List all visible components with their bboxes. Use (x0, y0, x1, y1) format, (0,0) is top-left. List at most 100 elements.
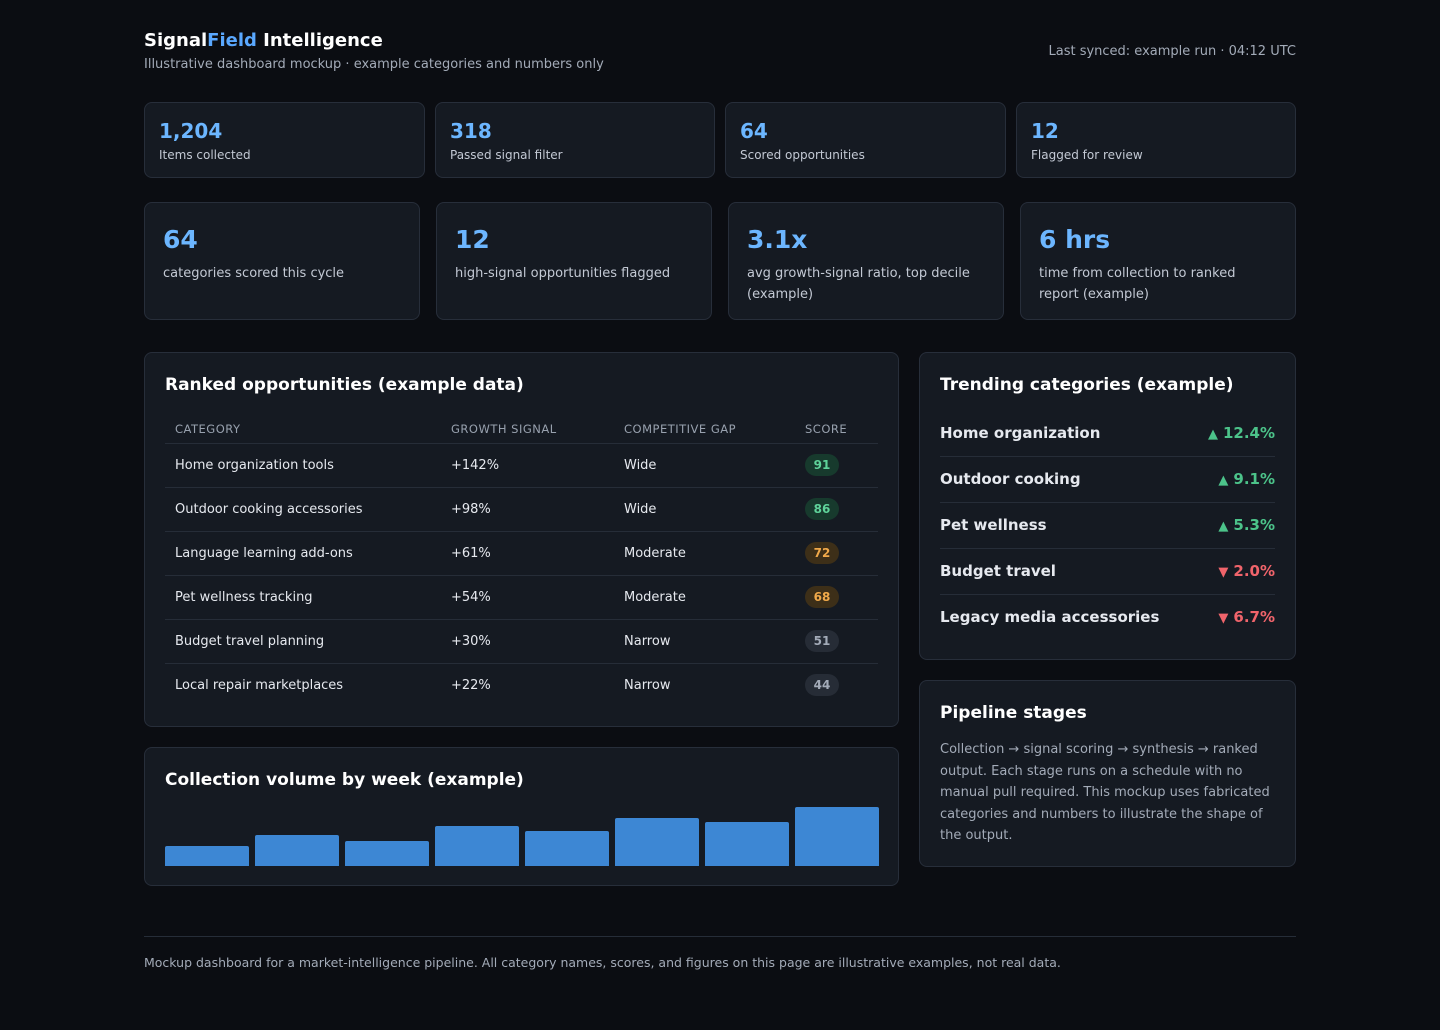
page-subtitle: Illustrative dashboard mockup · example … (144, 57, 604, 72)
score-badge: 86 (805, 498, 839, 520)
highlight-card-categories-scored: 64 categories scored this cycle (144, 202, 420, 320)
stat-value: 1,204 (159, 119, 223, 143)
cell-growth-signal: +22% (451, 677, 491, 693)
trending-item[interactable]: Home organization ▲ 12.4% (940, 411, 1275, 457)
trending-item[interactable]: Pet wellness ▲ 5.3% (940, 503, 1275, 549)
highlight-card-report-time: 6 hrs time from collection to ranked rep… (1020, 202, 1296, 320)
column-header-category[interactable]: CATEGORY (165, 415, 441, 444)
brand-part-signal: Signal (144, 30, 208, 51)
highlight-label: avg growth-signal ratio, top decile (exa… (747, 266, 970, 302)
cell-growth-signal: +54% (441, 575, 614, 620)
trend-down-icon: ▼ (1218, 611, 1229, 626)
stat-label: Items collected (159, 148, 251, 162)
table-row[interactable]: Home organization tools +142% Wide 91 (165, 443, 878, 488)
highlight-value: 12 (455, 225, 490, 254)
highlight-label: categories scored this cycle (163, 266, 345, 281)
cell-category: Pet wellness tracking (165, 575, 441, 620)
stat-value: 64 (740, 119, 768, 143)
collection-volume-chart (165, 802, 879, 866)
volume-bar (795, 807, 879, 866)
table-header-row: CATEGORY GROWTH SIGNAL COMPETITIVE GAP S… (165, 415, 878, 444)
trending-change-value: 12.4% (1222, 424, 1275, 442)
cell-competitive-gap: Wide (614, 443, 795, 488)
trend-up-icon: ▲ (1218, 473, 1229, 488)
trend-down-icon: ▼ (1218, 565, 1229, 580)
column-header-competitive-gap[interactable]: COMPETITIVE GAP (614, 415, 795, 444)
table-row[interactable]: Budget travel planning +30% Narrow 51 (165, 619, 878, 664)
stat-card-passed-filter: 318 Passed signal filter (435, 102, 715, 178)
cell-score: 68 (795, 575, 878, 620)
pipeline-stages-title: Pipeline stages (940, 703, 1087, 723)
ranked-opportunities-table: CATEGORY GROWTH SIGNAL COMPETITIVE GAP S… (165, 415, 878, 707)
collection-volume-title: Collection volume by week (example) (165, 770, 524, 790)
trending-change-value: 9.1% (1233, 470, 1275, 488)
cell-growth-signal: +142% (441, 443, 614, 488)
stat-label: Flagged for review (1031, 148, 1143, 162)
ranked-opportunities-panel: Ranked opportunities (example data) CATE… (144, 352, 899, 727)
cell-growth-signal: +61% (441, 531, 614, 576)
trending-item-change: ▼ 6.7% (1218, 608, 1275, 626)
highlight-card-growth-ratio: 3.1x avg growth-signal ratio, top decile… (728, 202, 1004, 320)
cell-category: Outdoor cooking accessories (165, 487, 441, 532)
trending-item[interactable]: Outdoor cooking ▲ 9.1% (940, 457, 1275, 503)
pipeline-description: Collection → signal scoring → synthesis … (940, 742, 1270, 843)
stat-card-flagged-review: 12 Flagged for review (1016, 102, 1296, 178)
cell-category: Language learning add-ons (165, 531, 441, 576)
trending-categories-panel: Trending categories (example) Home organ… (919, 352, 1296, 660)
highlight-value: 64 (163, 225, 198, 254)
trend-up-icon: ▲ (1207, 427, 1218, 442)
brand-part-field: Field (207, 30, 257, 51)
trending-change-value: 5.3% (1233, 516, 1275, 534)
trending-item[interactable]: Budget travel ▼ 2.0% (940, 549, 1275, 595)
volume-bar (255, 835, 339, 866)
brand-title: SignalField Intelligence (144, 30, 383, 51)
table-row[interactable]: Pet wellness tracking +54% Moderate 68 (165, 575, 878, 620)
column-header-score[interactable]: SCORE (795, 415, 878, 444)
stat-label: Scored opportunities (740, 148, 865, 162)
trending-change-value: 6.7% (1233, 608, 1275, 626)
table-row[interactable]: Language learning add-ons +61% Moderate 72 (165, 531, 878, 576)
stat-label: Passed signal filter (450, 148, 563, 162)
highlight-label: high-signal opportunities flagged (455, 266, 671, 281)
trending-list: Home organization ▲ 12.4% Outdoor cooking ▲ 9… (940, 411, 1275, 641)
stat-card-items-collected: 1,204 Items collected (144, 102, 425, 178)
volume-bar (165, 846, 249, 866)
trending-item-name: Pet wellness (940, 516, 1047, 534)
stat-value: 318 (450, 119, 492, 143)
cell-competitive-gap: Moderate (614, 531, 795, 576)
cell-category: Local repair marketplaces (175, 677, 344, 693)
volume-bar (435, 826, 519, 866)
cell-competitive-gap: Wide (614, 487, 795, 532)
footer-disclaimer: Mockup dashboard for a market-intelligen… (144, 955, 1061, 970)
table-row[interactable]: Outdoor cooking accessories +98% Wide 86 (165, 487, 878, 532)
cell-score: 72 (795, 531, 878, 576)
brand-part-intelligence: Intelligence (256, 30, 383, 51)
cell-category: Budget travel planning (165, 619, 441, 664)
volume-bar (345, 841, 429, 866)
trending-item-change: ▼ 2.0% (1218, 562, 1275, 580)
cell-competitive-gap: Narrow (614, 619, 795, 664)
cell-category: Home organization tools (165, 443, 441, 488)
score-badge: 68 (805, 586, 839, 608)
header: SignalField Intelligence Illustrative da… (144, 30, 1296, 80)
ranked-opportunities-title: Ranked opportunities (example data) (165, 375, 524, 395)
volume-bar (615, 818, 699, 866)
cell-competitive-gap: Moderate (614, 575, 795, 620)
ranked-table-body: Home organization tools +142% Wide 91 Outdoo… (165, 443, 878, 707)
last-synced-text: Last synced: example run · 04:12 UTC (1048, 44, 1296, 59)
table-row[interactable]: Local repair marketplaces +22% Narrow 44 (165, 663, 878, 707)
trending-item-change: ▲ 12.4% (1208, 424, 1275, 442)
cell-growth-signal: +98% (441, 487, 614, 532)
trending-item-name: Outdoor cooking (940, 470, 1081, 488)
highlight-value: 6 hrs (1039, 225, 1111, 254)
trending-item-name: Home organization (940, 424, 1101, 442)
column-header-growth-signal[interactable]: GROWTH SIGNAL (441, 415, 614, 444)
trending-item-name: Budget travel (940, 562, 1056, 580)
cell-score: 86 (795, 487, 878, 532)
pipeline-stages-panel: Pipeline stages Collection → signal scor… (919, 680, 1296, 867)
stat-value: 12 (1031, 119, 1059, 143)
highlight-card-opportunities-flagged: 12 high-signal opportunities flagged (436, 202, 712, 320)
highlight-value: 3.1x (747, 225, 808, 254)
score-badge: 91 (805, 454, 839, 476)
trending-item[interactable]: Legacy media accessories ▼ 6.7% (940, 595, 1275, 641)
